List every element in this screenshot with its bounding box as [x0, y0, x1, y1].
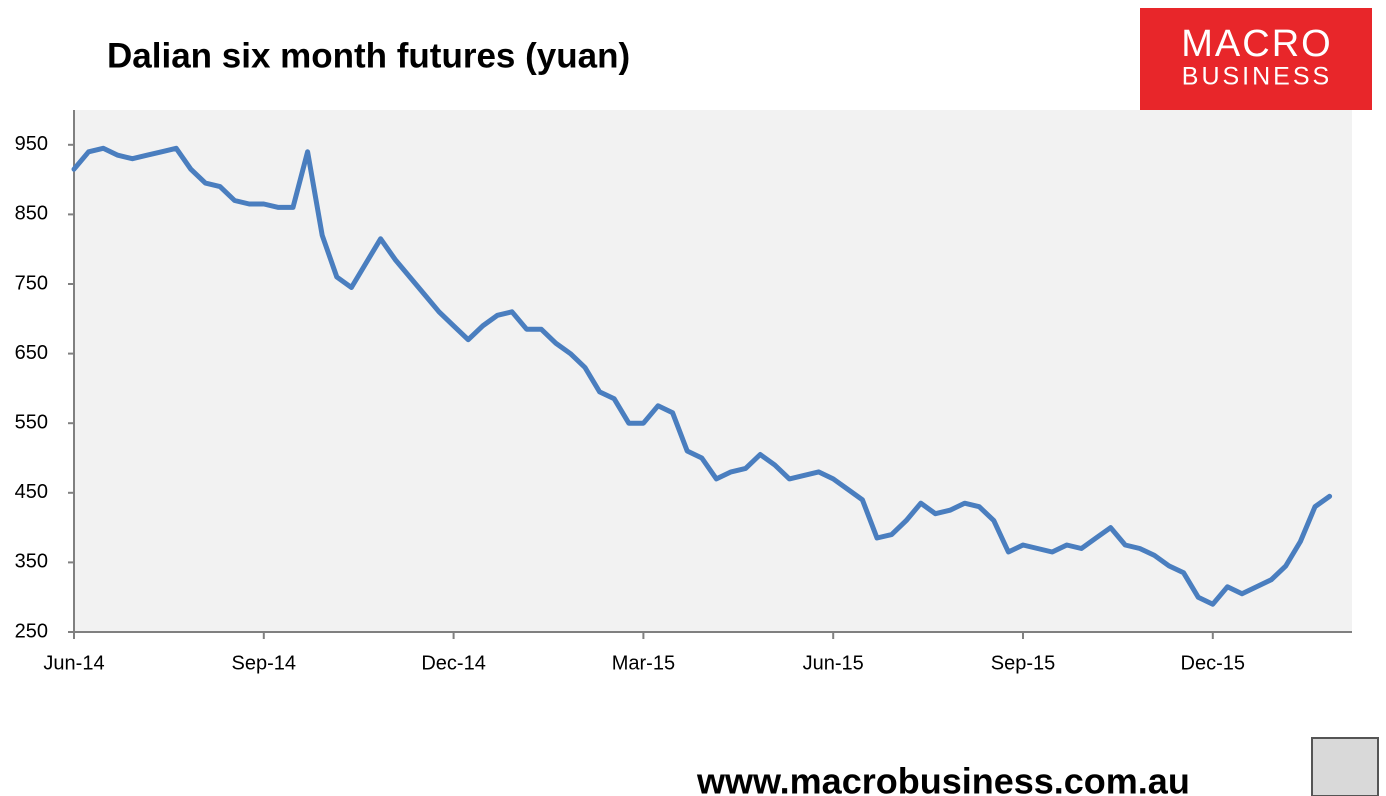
y-tick-label: 450	[15, 481, 48, 503]
y-tick-label: 350	[15, 551, 48, 573]
logo	[1140, 8, 1372, 110]
x-tick-label: Dec-15	[1181, 652, 1245, 674]
x-tick-label: Jun-14	[43, 652, 104, 674]
x-tick-label: Sep-14	[232, 652, 297, 674]
y-tick-label: 550	[15, 411, 48, 433]
y-tick-label: 750	[15, 272, 48, 294]
x-tick-label: Sep-15	[991, 652, 1056, 674]
y-tick-label: 850	[15, 203, 48, 225]
y-tick-label: 950	[15, 133, 48, 155]
fox-icon	[1311, 737, 1379, 796]
x-tick-label: Jun-15	[803, 652, 864, 674]
logo-text: BUSINESS	[1182, 63, 1332, 91]
plot-area	[74, 110, 1352, 632]
y-tick-label: 650	[15, 342, 48, 364]
chart-title: Dalian six month futures (yuan)	[107, 36, 630, 75]
y-tick-label: 250	[15, 620, 48, 642]
logo-text: MACRO	[1181, 23, 1332, 65]
price-line	[71, 145, 1333, 607]
x-tick-label: Dec-14	[421, 652, 485, 674]
x-tick-label: Mar-15	[612, 652, 675, 674]
footer: www.macrobusiness.com.au	[696, 761, 1190, 796]
